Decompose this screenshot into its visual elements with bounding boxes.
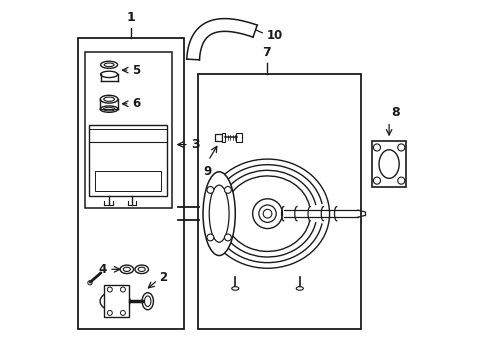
Text: 1: 1: [126, 11, 135, 24]
Circle shape: [206, 186, 213, 193]
Polygon shape: [186, 19, 257, 60]
Bar: [215, 134, 222, 141]
Bar: [94, 171, 161, 191]
Circle shape: [224, 234, 231, 241]
Ellipse shape: [104, 63, 114, 67]
Bar: [198, 74, 361, 329]
Circle shape: [203, 150, 331, 278]
Circle shape: [206, 234, 213, 241]
Ellipse shape: [135, 265, 148, 274]
Ellipse shape: [144, 296, 151, 306]
Text: 5: 5: [132, 64, 140, 77]
Text: 10: 10: [266, 29, 282, 42]
Ellipse shape: [120, 265, 133, 274]
Bar: [236, 133, 242, 142]
Ellipse shape: [103, 97, 114, 101]
Circle shape: [252, 199, 282, 229]
Bar: [89, 125, 166, 196]
Ellipse shape: [100, 292, 130, 311]
Text: 2: 2: [159, 271, 167, 284]
Text: 3: 3: [191, 138, 200, 151]
Circle shape: [88, 281, 92, 285]
Text: 8: 8: [390, 106, 399, 119]
Ellipse shape: [103, 107, 115, 111]
Ellipse shape: [138, 267, 145, 271]
Text: 7: 7: [262, 46, 271, 59]
Bar: [78, 38, 184, 329]
Text: 6: 6: [132, 97, 140, 110]
Ellipse shape: [123, 267, 130, 271]
Bar: [222, 133, 224, 142]
Ellipse shape: [142, 293, 153, 310]
Bar: [104, 285, 128, 317]
Bar: [371, 141, 406, 187]
Text: 9: 9: [203, 165, 211, 178]
Ellipse shape: [203, 172, 235, 256]
Text: 4: 4: [98, 263, 106, 276]
Bar: [85, 53, 171, 208]
Circle shape: [224, 186, 231, 193]
